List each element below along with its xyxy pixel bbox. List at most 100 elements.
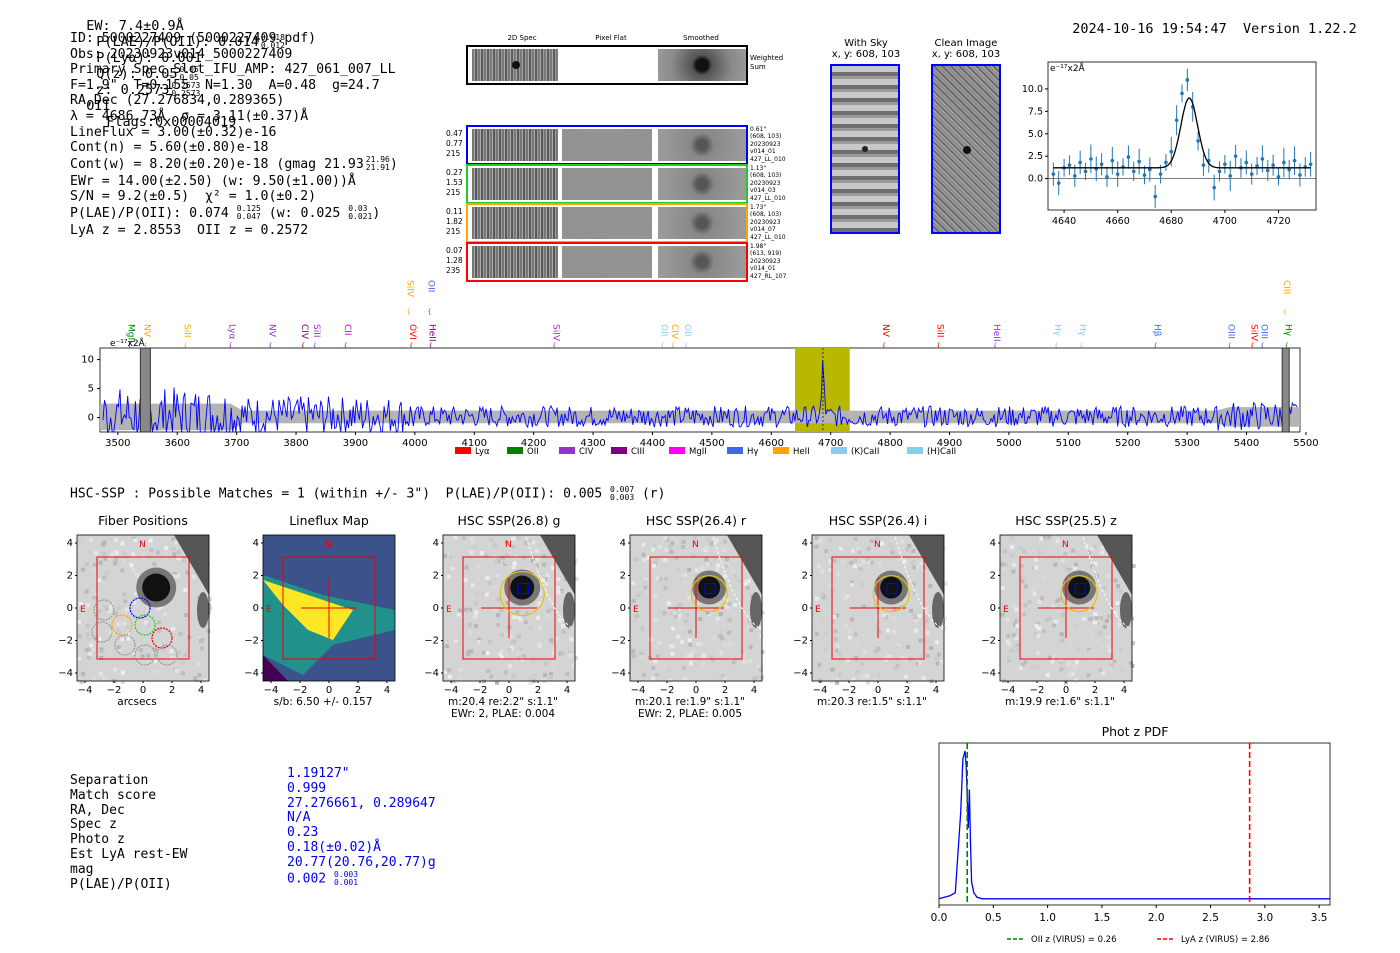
- spec-stamps: 2D Spec Pixel Flat Smoothed Weighted Sum: [466, 32, 796, 257]
- noise-pixel: [854, 656, 859, 661]
- noise-pixel: [501, 555, 506, 560]
- stamp-right-values: 1.73" (608, 103) 20230923 v014_07 427_LL_010: [750, 204, 786, 241]
- qz-sup: 0.05: [179, 65, 199, 74]
- noise-pixel: [107, 536, 112, 541]
- noise-pixel: [1100, 550, 1105, 555]
- x-tick-label: −2: [293, 685, 308, 696]
- noise-pixel: [153, 659, 158, 664]
- noise-pixel: [175, 573, 180, 578]
- x-tick-label: 4: [198, 685, 204, 696]
- legend-label: MgII: [689, 447, 707, 457]
- noise-pixel: [549, 607, 554, 612]
- noise-pixel: [158, 644, 163, 649]
- corner-source: [174, 535, 209, 595]
- noise-pixel: [1089, 546, 1094, 551]
- noise-pixel: [174, 669, 179, 674]
- noise-pixel: [1088, 555, 1093, 560]
- noise-pixel: [924, 618, 929, 623]
- noise-pixel: [569, 637, 574, 642]
- noise-pixel: [551, 646, 556, 651]
- noise-pixel: [113, 537, 118, 542]
- header-bar: EW: 7.4±0.9Å P(LAE)/P(OII): 0.014 0.018 0.…: [70, 2, 285, 130]
- data-point: [1083, 169, 1088, 174]
- noise-pixel: [557, 618, 562, 623]
- noise-pixel: [642, 557, 647, 562]
- noise-pixel: [750, 594, 755, 599]
- noise-pixel: [833, 629, 838, 634]
- noise-pixel: [680, 545, 685, 550]
- with-sky-coords: x, y: 608, 103: [831, 49, 901, 60]
- hsc-summary: HSC-SSP : Possible Matches = 1 (within +…: [70, 486, 665, 502]
- noise-pixel: [450, 566, 455, 571]
- noise-pixel: [715, 673, 720, 678]
- noise-pixel: [207, 606, 212, 611]
- noise-pixel: [861, 604, 866, 609]
- noise-pixel: [929, 645, 934, 650]
- data-point: [1073, 174, 1077, 178]
- noise-pixel: [914, 564, 919, 569]
- noise-pixel: [78, 539, 83, 544]
- noise-pixel: [1063, 551, 1068, 556]
- noise-pixel: [122, 592, 127, 597]
- noise-pixel: [662, 611, 667, 616]
- noise-pixel: [1035, 621, 1040, 626]
- info-lya: LyA z = 2.8553 OII z = 0.2572: [70, 222, 309, 238]
- noise-pixel: [718, 628, 723, 633]
- data-point: [1292, 158, 1297, 163]
- noise-pixel: [1058, 658, 1063, 663]
- legend-swatch: [611, 447, 627, 454]
- noise-pixel: [77, 656, 82, 661]
- noise-pixel: [749, 628, 754, 633]
- noise-pixel: [1060, 612, 1065, 617]
- caption-line1: m:19.9 re:1.6" s:1.1": [1005, 696, 1115, 708]
- noise-pixel: [1115, 601, 1120, 606]
- noise-pixel: [1065, 567, 1070, 572]
- y-tick-label: −4: [611, 668, 626, 679]
- north-label: N: [1062, 540, 1069, 550]
- legend-label: LyA z (VIRUS) = 2.86: [1181, 935, 1270, 945]
- noise-pixel: [731, 660, 736, 665]
- noise-pixel: [170, 656, 175, 661]
- noise-pixel: [482, 574, 487, 579]
- data-point: [1223, 162, 1227, 167]
- stamp-flat: [562, 129, 652, 161]
- spectral-line-mark: {: [344, 342, 348, 350]
- hsc-panel-title: Fiber Positions: [98, 513, 188, 528]
- y-tick-label: −2: [244, 636, 259, 647]
- y-tick-label: −2: [793, 636, 808, 647]
- noise-pixel: [560, 652, 565, 657]
- x-tick-label: 5000: [996, 438, 1021, 449]
- spectral-line-label: HeII: [427, 324, 437, 342]
- data-point: [1099, 162, 1104, 167]
- noise-pixel: [448, 541, 453, 546]
- caption-line2: EWr: 2, PLAE: 0.005: [637, 708, 743, 720]
- noise-pixel: [1131, 564, 1136, 569]
- timestamp: 2024-10-16 19:54:47: [1072, 21, 1227, 37]
- stamp-left-value: 1.53: [446, 178, 463, 187]
- spectral-line-mark: {: [1054, 342, 1058, 350]
- x-tick-label: −4: [813, 685, 828, 696]
- noise-pixel: [669, 611, 674, 616]
- noise-pixel: [1000, 585, 1005, 590]
- noise-pixel: [856, 546, 861, 551]
- noise-pixel: [873, 604, 878, 609]
- x-tick-label: 0: [875, 685, 881, 696]
- noise-pixel: [892, 629, 897, 634]
- stamp-right-value: 1.13": [750, 165, 767, 172]
- stamp-2d: [472, 246, 558, 278]
- noise-pixel: [690, 657, 695, 662]
- noise-pixel: [1130, 663, 1135, 668]
- noise-pixel: [1059, 667, 1064, 672]
- noise-pixel: [709, 655, 714, 660]
- noise-pixel: [144, 546, 149, 551]
- noise-pixel: [837, 672, 842, 677]
- match-plae-sup: 0.003: [333, 869, 359, 879]
- contw-text: Cont(w) = 8.20(±0.20)e-18 (gmag 21.93: [70, 156, 364, 172]
- noise-pixel: [1011, 633, 1016, 638]
- noise-pixel: [1037, 626, 1042, 631]
- photz-vlines: [966, 743, 1251, 905]
- noise-pixel: [651, 666, 656, 671]
- noise-pixel: [1072, 664, 1077, 669]
- noise-pixel: [516, 535, 521, 540]
- noise-pixel: [691, 649, 696, 654]
